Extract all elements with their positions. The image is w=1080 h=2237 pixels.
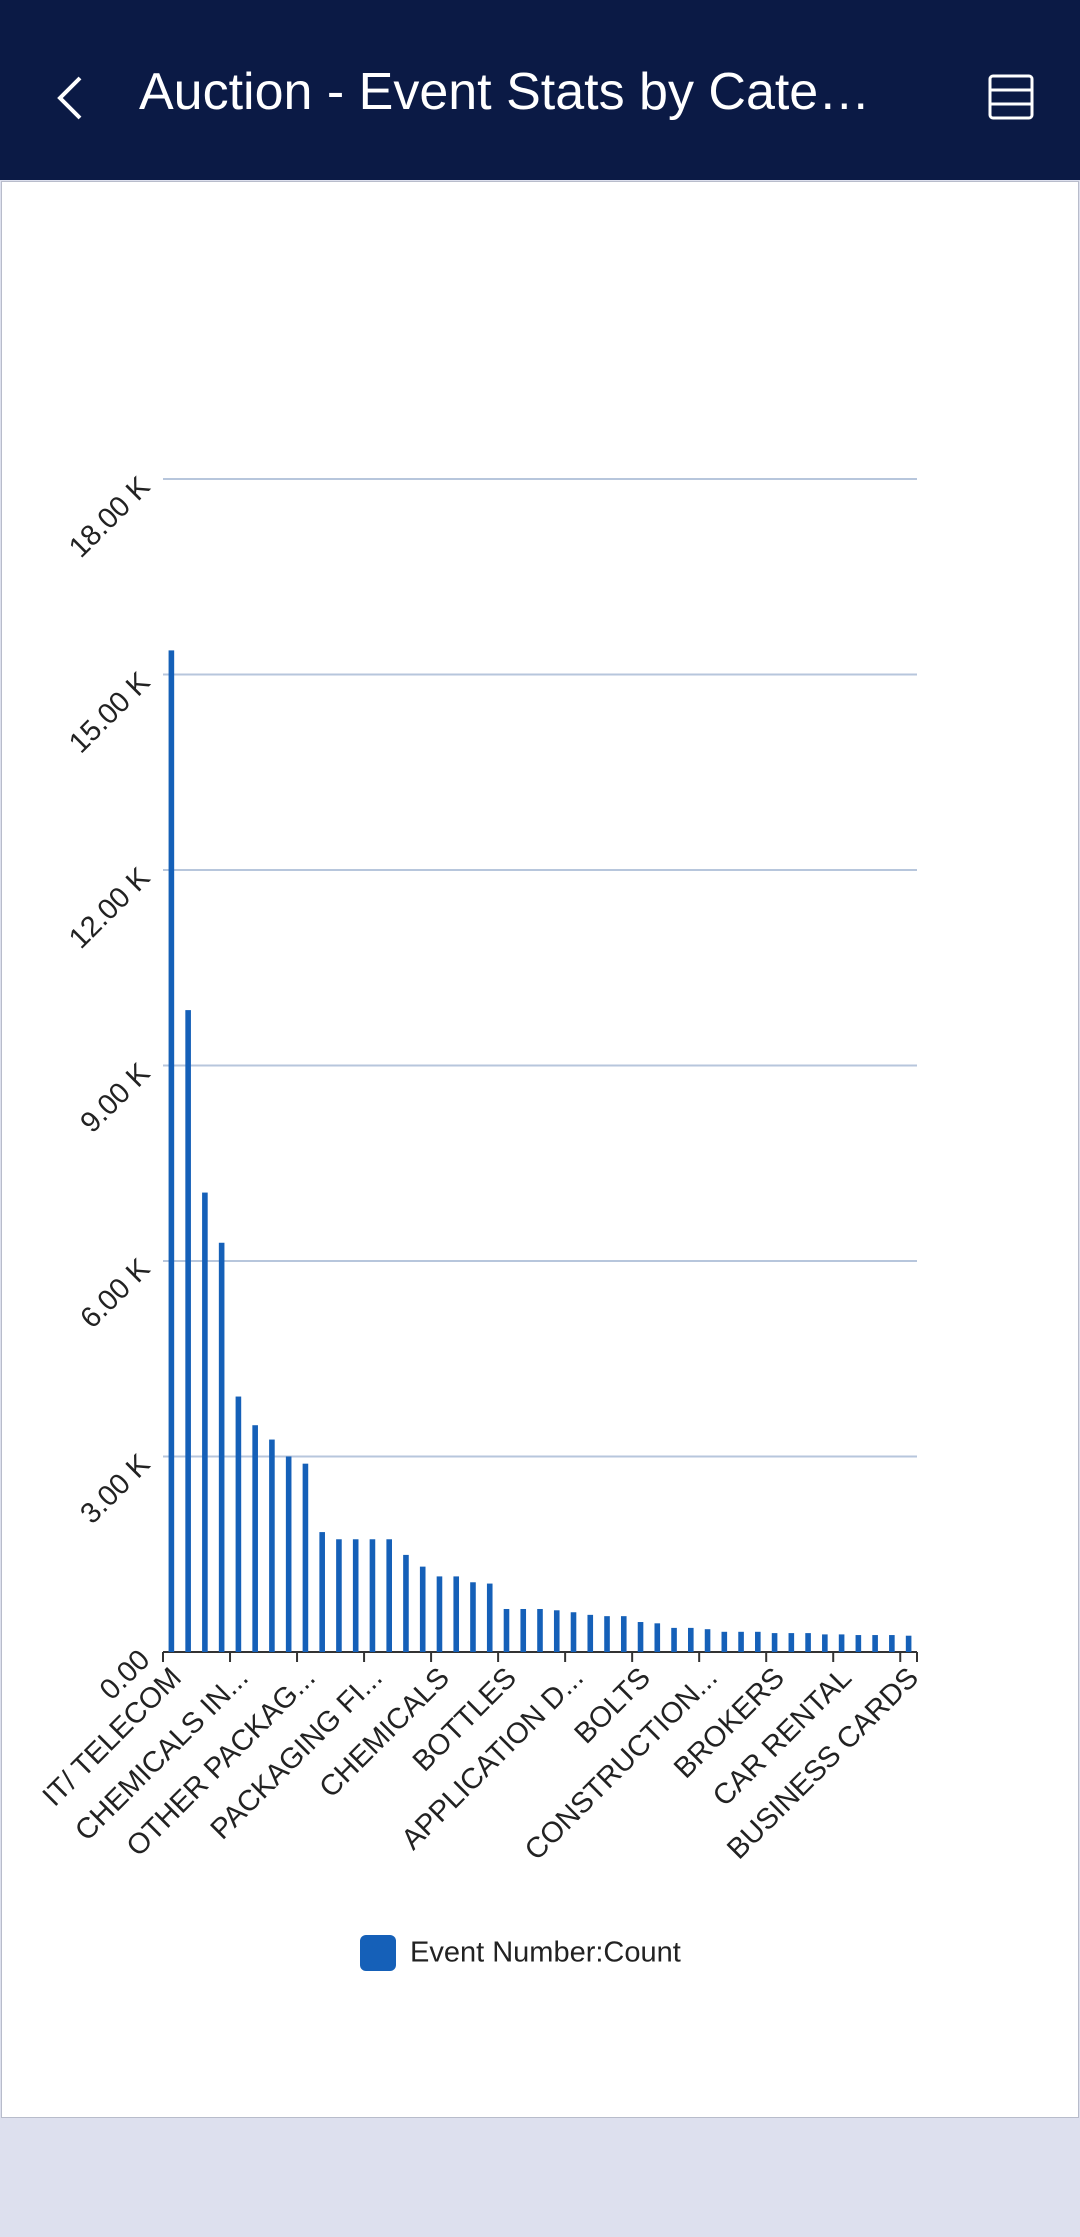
bar [486, 1583, 493, 1652]
bar [905, 1635, 912, 1652]
bar [771, 1633, 778, 1652]
bar [671, 1627, 677, 1652]
bar [587, 1614, 594, 1652]
bar [553, 1610, 560, 1652]
bar [436, 1576, 443, 1652]
bar [218, 1242, 225, 1652]
bar [805, 1633, 811, 1652]
bar [302, 1463, 309, 1652]
bar [168, 650, 175, 1652]
bar [620, 1616, 627, 1652]
bar [403, 1554, 409, 1652]
bar [889, 1635, 895, 1652]
bar [202, 1192, 208, 1652]
bar [453, 1576, 460, 1652]
legend-swatch [360, 1935, 396, 1971]
bar [419, 1566, 426, 1652]
bar [336, 1539, 342, 1652]
bar [872, 1635, 878, 1652]
bar [386, 1539, 392, 1652]
bar [688, 1627, 694, 1652]
bar [369, 1539, 376, 1652]
bar [654, 1623, 661, 1652]
y-tick-label: 3.00 K [74, 1448, 156, 1530]
bar [319, 1532, 325, 1652]
menu-button[interactable] [988, 74, 1034, 120]
bar [738, 1631, 744, 1652]
bar [470, 1582, 476, 1652]
bar [537, 1608, 543, 1652]
bar [269, 1439, 275, 1652]
bar [822, 1634, 828, 1652]
bar [520, 1608, 527, 1652]
bar [637, 1622, 644, 1652]
bar [604, 1616, 610, 1652]
bar [704, 1629, 711, 1652]
header-icons [57, 74, 1034, 120]
y-tick-label: 12.00 K [63, 861, 157, 955]
bar [252, 1425, 258, 1652]
app-header: Auction - Event Stats by Cate… [0, 0, 1080, 180]
bar [838, 1634, 845, 1652]
bar [570, 1612, 577, 1652]
bar [855, 1635, 862, 1652]
bar [235, 1396, 242, 1652]
bar [185, 1010, 191, 1652]
y-tick-label: 6.00 K [74, 1252, 156, 1334]
bar [755, 1631, 761, 1652]
back-button[interactable] [57, 76, 82, 120]
y-tick-label: 18.00 K [63, 470, 157, 564]
chart-panel [1, 181, 1079, 2118]
y-tick-label: 9.00 K [74, 1057, 156, 1139]
bar [503, 1608, 510, 1652]
page-title: Auction - Event Stats by Cate… [139, 63, 871, 121]
bar [721, 1631, 728, 1652]
bar [285, 1456, 292, 1652]
y-tick-label: 15.00 K [63, 666, 157, 760]
bar [352, 1539, 359, 1652]
legend-label: Event Number:Count [410, 1937, 681, 1969]
bar [788, 1633, 795, 1652]
